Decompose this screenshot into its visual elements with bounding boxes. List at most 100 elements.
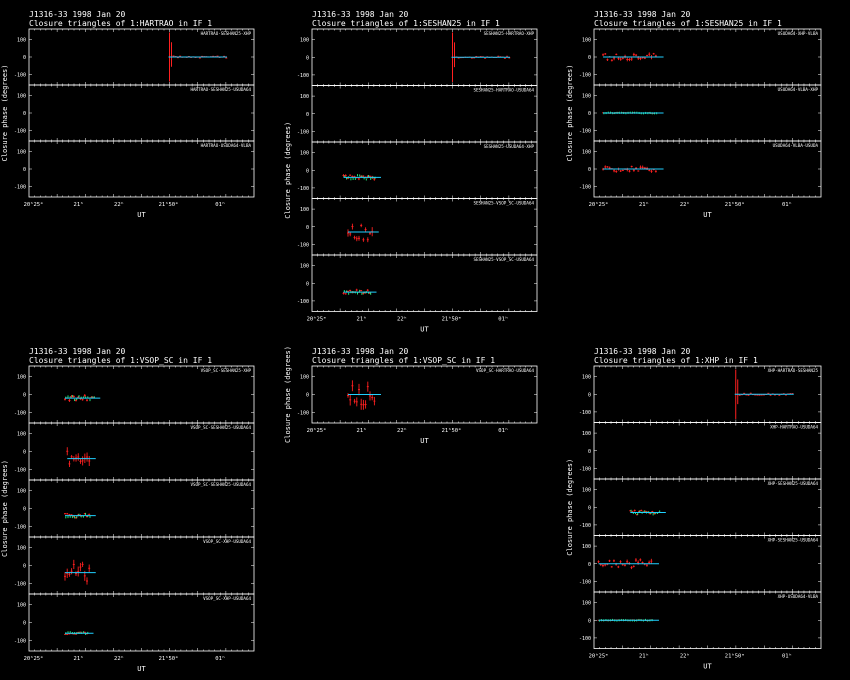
baseline-label: VSOP_SC-SESHAN25-XHP	[201, 368, 252, 373]
y-tick-label: -100	[14, 638, 26, 644]
plot-block-3	[593, 28, 822, 198]
baseline-label: HARTRAO-USUDA64-VLBA	[201, 143, 252, 148]
baseline-label: HARTRAO-SESHAN25-XHP	[201, 31, 252, 36]
y-tick-label: -100	[579, 466, 591, 472]
y-tick-label: 0	[306, 55, 309, 61]
x-tick-label: 01ʰ	[215, 201, 225, 208]
y-tick-label: 0	[588, 505, 591, 511]
baseline-label: VSOP_SC-SESHAN25-USUDA64	[190, 482, 251, 487]
baseline-label: VSOP_SC-HARTRAO-USUDA64	[476, 368, 534, 373]
y-tick-label: 0	[23, 393, 26, 399]
panel-frame	[28, 365, 255, 424]
x-tick-label: 21ʰ	[639, 201, 649, 208]
plot-title-line2: Closure triangles of 1:VSOP_SC in IF 1	[312, 356, 495, 365]
panel-frame	[28, 140, 255, 198]
y-tick-label: -100	[14, 581, 26, 587]
x-axis-label: UT	[420, 326, 429, 334]
y-tick-label: -100	[297, 299, 309, 305]
plot-title-line2: Closure triangles of 1:HARTRAO in IF 1	[29, 19, 212, 28]
y-tick-label: 100	[300, 38, 309, 44]
x-axis-label: UT	[137, 211, 146, 219]
plot-title-line1: J1316-33 1998 Jan 20	[29, 10, 126, 19]
plot-block-2	[311, 28, 538, 312]
y-tick-label: 100	[17, 94, 26, 100]
x-tick-label: 22ʰ	[397, 316, 407, 323]
baseline-label: VSOP_SC-XHP-USUDA64	[203, 539, 251, 544]
panel-frame	[593, 478, 822, 536]
x-tick-label: 01ʰ	[215, 655, 225, 662]
y-tick-label: -100	[14, 129, 26, 135]
x-tick-label: 21ʰ50ᵐ	[725, 653, 745, 660]
y-tick-label: 100	[582, 601, 591, 607]
plot-title-line2: Closure triangles of 1:SESHAN25 in IF 1	[594, 19, 782, 28]
x-tick-label: 21ʰ	[639, 653, 649, 660]
y-tick-label: -100	[579, 129, 591, 135]
y-tick-label: 100	[17, 150, 26, 156]
y-axis-label: Closure phase (degrees)	[284, 346, 292, 443]
x-tick-label: 20ʰ25ᵐ	[24, 655, 44, 662]
y-tick-label: 100	[582, 150, 591, 156]
y-tick-label: 100	[17, 375, 26, 381]
plot-title-line1: J1316-33 1998 Jan 20	[312, 10, 409, 19]
y-tick-label: 100	[17, 489, 26, 495]
y-tick-label: 0	[23, 621, 26, 627]
y-tick-label: -100	[297, 410, 309, 416]
y-tick-label: -100	[579, 185, 591, 191]
y-tick-label: 100	[582, 544, 591, 550]
panel-frame	[28, 479, 255, 538]
baseline-label: XHP-HARTRAO-SESHAN25	[768, 368, 819, 373]
baseline-label: SESHAN25-VSOP_SC-USUDA64	[473, 257, 534, 262]
y-tick-label: 100	[582, 94, 591, 100]
y-tick-label: -100	[579, 579, 591, 585]
y-tick-label: 0	[588, 562, 591, 568]
x-tick-label: 20ʰ25ᵐ	[589, 201, 609, 208]
baseline-label: VSOP_SC-SESHAN25-USUDA64	[190, 425, 251, 430]
y-tick-label: 0	[23, 507, 26, 513]
y-tick-label: 100	[17, 603, 26, 609]
y-axis-label: Closure phase (degrees)	[566, 459, 574, 556]
y-tick-label: -100	[14, 73, 26, 79]
baseline-label: XHP-USUDA64-VLBA	[778, 594, 819, 599]
plot-title-line1: J1316-33 1998 Jan 20	[312, 347, 409, 356]
y-axis-label: Closure phase (degrees)	[284, 122, 292, 219]
x-tick-label: 22ʰ	[397, 427, 407, 434]
y-tick-label: 100	[17, 546, 26, 552]
baseline-label: VSOP_SC-XHP-USUDA64	[203, 596, 251, 601]
y-tick-label: -100	[297, 186, 309, 192]
y-tick-label: 0	[588, 111, 591, 117]
y-tick-label: 0	[588, 449, 591, 455]
y-tick-label: 0	[588, 392, 591, 398]
y-tick-label: -100	[14, 467, 26, 473]
y-tick-label: -100	[14, 410, 26, 416]
panel-frame	[311, 141, 538, 199]
y-tick-label: 0	[23, 564, 26, 570]
y-tick-label: 0	[306, 225, 309, 231]
x-tick-label: 21ʰ	[74, 655, 84, 662]
y-tick-label: 100	[300, 264, 309, 270]
x-tick-label: 21ʰ	[357, 316, 367, 323]
x-axis-label: UT	[420, 437, 429, 445]
plot-title-line1: J1316-33 1998 Jan 20	[594, 347, 691, 356]
y-tick-label: 0	[588, 618, 591, 624]
y-axis-label: Closure phase (degrees)	[1, 65, 9, 162]
panel-frame	[28, 84, 255, 142]
y-tick-label: 0	[23, 167, 26, 173]
panel-frame	[311, 365, 538, 424]
y-tick-label: 0	[588, 167, 591, 173]
x-tick-label: 22ʰ	[680, 653, 690, 660]
y-tick-label: 100	[17, 432, 26, 438]
y-tick-label: 100	[300, 151, 309, 157]
x-tick-label: 21ʰ	[74, 201, 84, 208]
x-tick-label: 22ʰ	[680, 201, 690, 208]
x-tick-label: 21ʰ	[357, 427, 367, 434]
x-tick-label: 21ʰ50ᵐ	[442, 316, 462, 323]
plot-block-4	[28, 365, 255, 652]
panel-frame	[311, 85, 538, 143]
y-tick-label: 100	[582, 488, 591, 494]
x-tick-label: 22ʰ	[114, 655, 124, 662]
plot-block-1	[28, 28, 255, 198]
x-tick-label: 01ʰ	[498, 316, 508, 323]
y-axis-label: Closure phase (degrees)	[566, 65, 574, 162]
y-tick-label: 0	[306, 393, 309, 399]
